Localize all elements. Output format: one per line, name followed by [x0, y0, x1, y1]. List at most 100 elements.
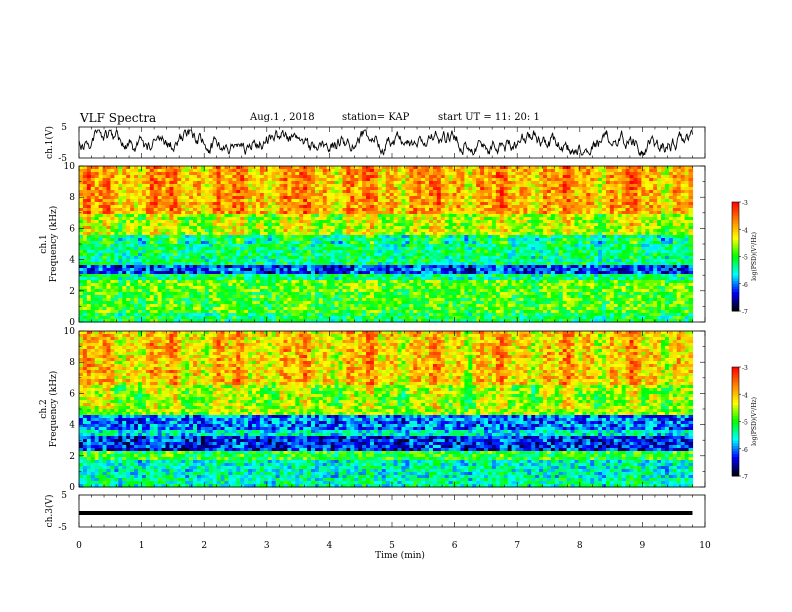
spectrogram-cell: [680, 175, 686, 179]
spectrogram-cell: [413, 181, 418, 185]
spectrogram-cell: [554, 184, 560, 188]
spectrogram-cell: [625, 166, 631, 170]
spectrogram-cell: [428, 172, 434, 176]
spectrogram-cell: [126, 181, 131, 185]
spectrogram-cell: [440, 175, 446, 179]
spectrogram-cell: [444, 175, 450, 179]
spectrogram-cell: [248, 178, 253, 182]
spectrogram-cell: [613, 169, 619, 173]
spectrogram-cell: [326, 184, 332, 188]
spectrogram-cell: [228, 184, 233, 188]
spectrogram-cell: [444, 172, 450, 176]
spectrogram-cell: [566, 172, 572, 176]
spectrogram-cell: [625, 175, 631, 179]
spectrogram-cell: [570, 181, 576, 185]
spectrogram-cell: [122, 184, 127, 188]
spectrogram-cell: [287, 169, 292, 173]
spectrogram-cell: [570, 178, 576, 182]
spectrogram-cell: [181, 172, 186, 176]
spectrogram-cell: [476, 184, 481, 188]
spectrogram-cell: [688, 184, 694, 188]
spectrogram-cell: [102, 181, 108, 185]
spectrogram-cell: [515, 172, 521, 176]
spectrogram-cell: [299, 166, 304, 170]
spectrogram-cell: [342, 166, 348, 170]
spectrogram-cell: [244, 166, 249, 170]
spectrogram-cell: [271, 172, 277, 176]
spectrogram-cell: [617, 175, 623, 179]
spectrogram-cell: [220, 178, 226, 182]
spectrogram-cell: [98, 166, 104, 170]
spectrogram-cell: [676, 184, 682, 188]
spectrogram-cell: [118, 187, 123, 191]
spectrogram-cell: [303, 172, 308, 176]
spectrogram-cell: [503, 184, 509, 188]
spectrogram-cell: [385, 184, 391, 188]
spectrogram-cell: [145, 172, 151, 176]
spectrogram-cell: [122, 172, 127, 176]
spectrogram-cell: [452, 181, 458, 185]
spectrogram-cell: [535, 175, 540, 179]
spectrogram-cell: [550, 169, 556, 173]
spectrogram-cell: [428, 178, 434, 182]
spectrogram-cell: [598, 166, 603, 170]
spectrogram-cell: [381, 181, 387, 185]
spectrogram-cell: [487, 181, 493, 185]
spectrogram-cell: [397, 181, 403, 185]
spectrogram-cell: [684, 175, 690, 179]
spectrogram-cell: [428, 181, 434, 185]
spectrogram-cell: [263, 175, 269, 179]
spectrogram-cell: [240, 166, 245, 170]
spectrogram-cell: [90, 172, 96, 176]
spectrogram-cell: [130, 172, 135, 176]
spectrogram-cell: [657, 172, 662, 176]
spectrogram-cell: [633, 175, 639, 179]
spectrogram-cell: [617, 169, 623, 173]
spectrogram-cell: [228, 166, 233, 170]
spectrogram-cell: [342, 184, 348, 188]
spectrogram-cell: [649, 175, 654, 179]
spectrogram-cell: [149, 172, 155, 176]
spectrogram-cell: [204, 187, 210, 191]
spectrogram-cell: [106, 166, 112, 170]
spectrogram-cell: [259, 184, 265, 188]
spectrogram-cell: [130, 175, 135, 179]
spectrogram-cell: [381, 175, 387, 179]
spectrogram-cell: [480, 184, 485, 188]
spectrogram-cell: [271, 184, 277, 188]
spectrogram-cell: [79, 184, 84, 188]
spectrogram-cell: [94, 169, 100, 173]
spectrogram-cell: [676, 178, 682, 182]
spectrogram-cell: [641, 175, 646, 179]
spectrogram-cell: [484, 181, 489, 185]
spectrogram-cell: [484, 169, 489, 173]
spectrogram-cell: [342, 178, 348, 182]
spectrogram-cell: [299, 184, 304, 188]
spectrogram-cell: [594, 181, 599, 185]
spectrogram-cell: [165, 184, 171, 188]
spectrogram-cell: [586, 166, 591, 170]
spectrogram-cell: [98, 169, 104, 173]
spectrogram-cell: [354, 175, 359, 179]
spectrogram-cell: [484, 166, 489, 170]
spectrogram-cell: [554, 166, 560, 170]
spectrogram-cell: [366, 178, 371, 182]
spectrogram-cell: [252, 169, 257, 173]
spectrogram-cell: [193, 187, 198, 191]
spectrogram-cell: [519, 181, 524, 185]
spectrogram-cell: [322, 175, 328, 179]
spectrogram-cell: [570, 169, 576, 173]
spectrogram-cell: [432, 172, 438, 176]
spectrogram-cell: [484, 178, 489, 182]
spectrogram-cell: [468, 175, 473, 179]
spectrogram-cell: [629, 175, 635, 179]
spectrogram-cell: [145, 187, 151, 191]
spectrogram-cell: [189, 166, 194, 170]
spectrogram-cell: [311, 181, 316, 185]
spectrogram-cell: [590, 172, 595, 176]
spectrogram-cell: [472, 178, 477, 182]
spectrogram-cell: [609, 178, 615, 182]
spectrogram-cell: [330, 178, 336, 182]
spectrogram-cell: [436, 184, 442, 188]
spectrogram-cell: [413, 184, 418, 188]
